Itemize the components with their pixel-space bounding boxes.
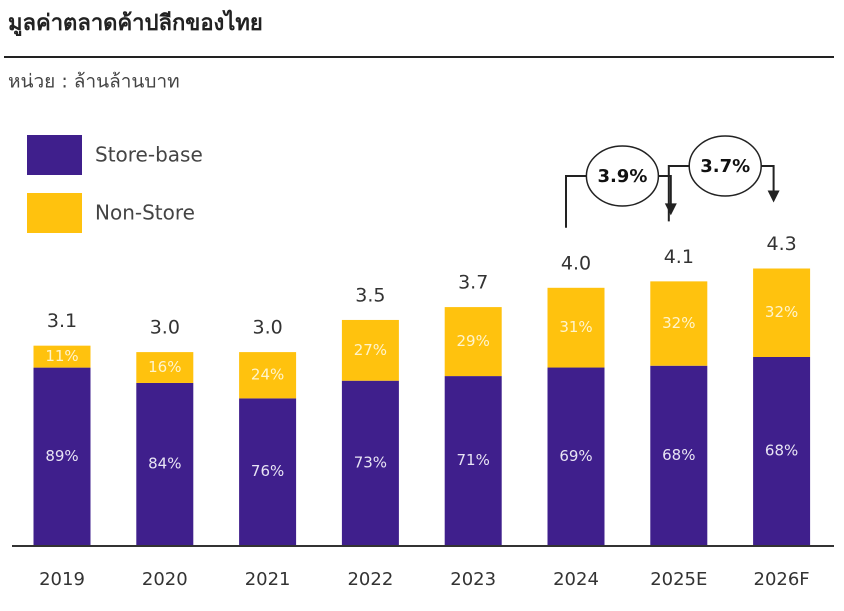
x-tick-label: 2024 [553,569,599,590]
bar-value-label: 16% [148,358,181,376]
bar-value-label: 11% [45,347,78,365]
x-tick-label: 2025E [650,569,707,590]
x-tick-label: 2026F [754,569,810,590]
x-tick-label: 2023 [450,569,496,590]
total-label: 4.0 [561,252,591,274]
x-tick-label: 2020 [142,569,188,590]
growth-label: 3.9% [597,166,647,187]
growth-bubble [585,145,660,207]
bar-value-label: 27% [354,341,387,359]
chart-title: มูลค่าตลาดค้าปลีกของไทย [8,9,263,37]
total-label: 3.1 [47,310,77,332]
bar-segment [33,367,91,545]
bar-segment [547,287,605,368]
bar-value-label: 31% [559,318,592,336]
bar-segment [136,382,194,545]
bar-value-label: 73% [354,453,387,471]
bar-value-label: 32% [662,314,695,332]
total-label: 3.5 [355,284,385,306]
x-tick-label: 2021 [245,569,291,590]
legend-swatch [27,193,82,233]
bar-segment [444,307,502,377]
total-label: 3.0 [150,317,180,339]
total-label: 4.1 [664,246,694,268]
bar-segment [753,268,811,357]
growth-bubble [688,135,762,197]
bar-segment [239,398,297,545]
chart-subtitle: หน่วย : ล้านล้านบาท [8,71,180,93]
bar-value-label: 24% [251,366,284,384]
x-tick-label: 2019 [39,569,85,590]
bar-segment [547,367,605,545]
legend-label: Store-base [95,143,203,167]
total-label: 3.7 [458,272,488,294]
bar-value-label: 84% [148,454,181,472]
arrow-head [767,190,780,203]
bar-segment [753,356,811,545]
bar-value-label: 71% [457,451,490,469]
bar-segment [650,281,708,366]
bar-segment [33,345,91,368]
legend-label: Non-Store [95,201,195,225]
bar-segment [239,352,297,399]
bar-value-label: 32% [765,303,798,321]
bar-segment [650,365,708,545]
arrow-head [664,203,677,216]
bar-value-label: 29% [457,332,490,350]
total-label: 4.3 [766,233,796,255]
bar-value-label: 68% [765,441,798,459]
bar-segment [136,352,194,383]
bar-segment [444,376,502,545]
bar-value-label: 89% [45,447,78,465]
bar-segment [341,380,399,545]
bar-value-label: 68% [662,446,695,464]
legend-swatch [27,135,82,175]
bar-value-label: 76% [251,462,284,480]
x-tick-label: 2022 [347,569,393,590]
growth-label: 3.7% [700,156,750,177]
bar-segment [341,319,399,381]
bar-value-label: 69% [559,447,592,465]
total-label: 3.0 [252,317,282,339]
